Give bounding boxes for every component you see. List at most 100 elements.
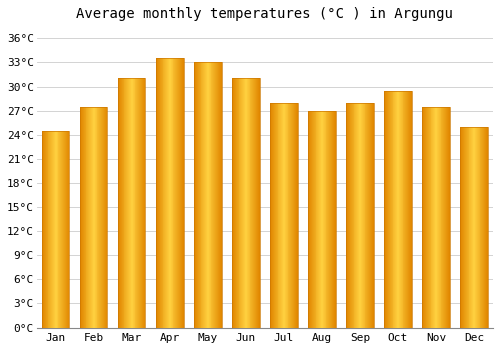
Bar (170, 58, 172, 328)
Bar (214, 62, 215, 328)
Bar (280, 103, 281, 328)
Bar (274, 103, 275, 328)
Bar (93, 107, 94, 328)
Bar (282, 103, 283, 328)
Bar (94, 107, 96, 328)
Bar (253, 78, 254, 328)
Bar (424, 107, 425, 328)
Bar (62, 131, 63, 328)
Bar (359, 103, 360, 328)
Bar (101, 107, 102, 328)
Bar (255, 78, 256, 328)
Bar (411, 91, 412, 328)
Bar (270, 103, 297, 328)
Bar (272, 103, 273, 328)
Bar (248, 78, 250, 328)
Bar (158, 58, 159, 328)
Bar (314, 111, 316, 328)
Bar (294, 103, 295, 328)
Bar (194, 62, 195, 328)
Bar (292, 103, 293, 328)
Bar (474, 127, 475, 328)
Bar (46, 131, 48, 328)
Bar (328, 111, 329, 328)
Bar (206, 62, 207, 328)
Bar (172, 58, 174, 328)
Bar (428, 107, 430, 328)
Bar (102, 107, 103, 328)
Bar (196, 62, 197, 328)
Bar (166, 58, 167, 328)
Bar (52, 131, 53, 328)
Bar (285, 103, 286, 328)
Bar (126, 78, 127, 328)
Bar (465, 127, 466, 328)
Bar (80, 107, 108, 328)
Bar (270, 103, 271, 328)
Bar (118, 78, 146, 328)
Bar (61, 131, 62, 328)
Bar (202, 62, 203, 328)
Bar (475, 127, 476, 328)
Bar (235, 78, 236, 328)
Bar (45, 131, 46, 328)
Bar (208, 62, 209, 328)
Bar (364, 103, 366, 328)
Bar (254, 78, 255, 328)
Bar (480, 127, 482, 328)
Bar (119, 78, 120, 328)
Bar (42, 131, 70, 328)
Bar (103, 107, 104, 328)
Bar (104, 107, 106, 328)
Bar (82, 107, 83, 328)
Bar (372, 103, 374, 328)
Bar (209, 62, 210, 328)
Bar (385, 91, 386, 328)
Bar (352, 103, 354, 328)
Bar (242, 78, 243, 328)
Bar (476, 127, 477, 328)
Bar (240, 78, 242, 328)
Bar (388, 91, 389, 328)
Bar (397, 91, 398, 328)
Bar (43, 131, 44, 328)
Bar (140, 78, 141, 328)
Bar (483, 127, 484, 328)
Bar (406, 91, 407, 328)
Bar (366, 103, 368, 328)
Bar (134, 78, 136, 328)
Bar (390, 91, 392, 328)
Bar (446, 107, 447, 328)
Bar (290, 103, 291, 328)
Bar (276, 103, 278, 328)
Bar (205, 62, 206, 328)
Bar (463, 127, 464, 328)
Bar (486, 127, 487, 328)
Bar (120, 78, 121, 328)
Bar (182, 58, 184, 328)
Bar (232, 78, 233, 328)
Bar (98, 107, 99, 328)
Bar (449, 107, 450, 328)
Bar (141, 78, 142, 328)
Bar (66, 131, 68, 328)
Bar (384, 91, 411, 328)
Bar (356, 103, 357, 328)
Bar (477, 127, 478, 328)
Bar (168, 58, 169, 328)
Bar (319, 111, 320, 328)
Bar (409, 91, 410, 328)
Bar (162, 58, 164, 328)
Bar (257, 78, 258, 328)
Bar (351, 103, 352, 328)
Bar (178, 58, 179, 328)
Bar (128, 78, 129, 328)
Bar (326, 111, 328, 328)
Bar (247, 78, 248, 328)
Bar (58, 131, 59, 328)
Bar (330, 111, 331, 328)
Bar (284, 103, 285, 328)
Bar (472, 127, 473, 328)
Bar (131, 78, 132, 328)
Bar (324, 111, 326, 328)
